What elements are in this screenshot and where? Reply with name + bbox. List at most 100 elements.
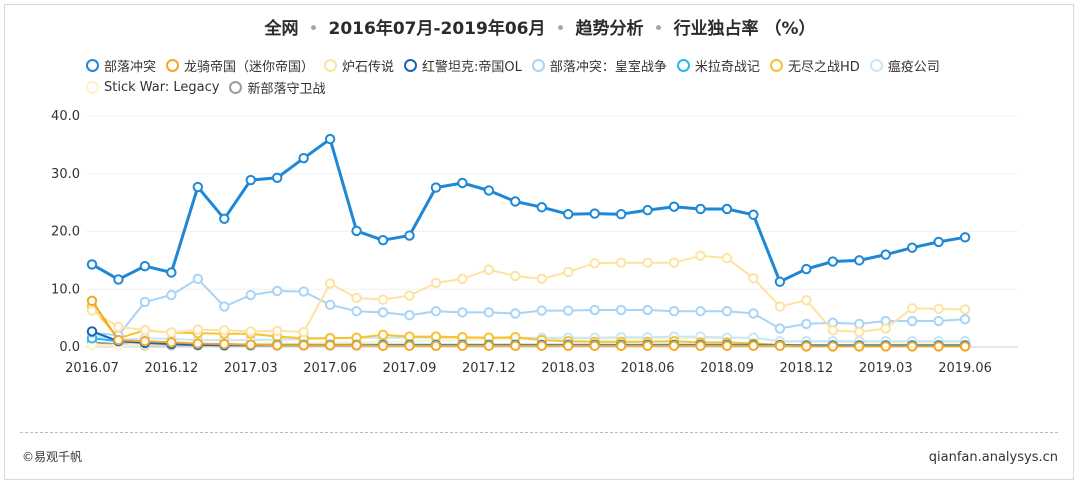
- data-point: [510, 196, 521, 207]
- data-point: [272, 340, 283, 351]
- data-point: [906, 303, 918, 314]
- data-point: [721, 340, 733, 352]
- chart-title: 全网 • 2016年07月-2019年06月 • 趋势分析 • 行业独占率 （%）: [0, 14, 1080, 39]
- legend-item[interactable]: 部落冲突：皇室战争: [531, 56, 667, 75]
- data-point: [192, 181, 204, 193]
- data-point: [642, 304, 653, 316]
- data-point: [166, 289, 177, 301]
- data-point: [86, 259, 98, 270]
- legend-label: 部落冲突：皇室战争: [549, 59, 667, 75]
- series-line: [91, 137, 966, 284]
- data-point: [695, 203, 706, 215]
- data-point: [510, 308, 521, 319]
- data-point: [933, 341, 944, 352]
- data-point: [933, 236, 944, 248]
- legend-label: 新部落守卫战: [247, 81, 326, 97]
- data-point: [245, 289, 256, 301]
- footer-copyright: ©易观千帆: [22, 450, 83, 464]
- data-point: [959, 314, 971, 325]
- data-point: [748, 273, 759, 284]
- data-point: [377, 340, 389, 352]
- data-point: [298, 340, 309, 351]
- data-point: [774, 301, 786, 312]
- data-point: [854, 326, 865, 338]
- legend-item[interactable]: 红警坦克:帝国OL: [404, 56, 522, 75]
- legend-item[interactable]: 炉石传说: [324, 56, 394, 75]
- legend-item[interactable]: 新部落守卫战: [229, 78, 326, 97]
- data-point: [245, 326, 256, 337]
- data-point: [192, 324, 204, 335]
- legend-circle-icon: [166, 58, 180, 72]
- series-1: [86, 295, 971, 352]
- title-separator: •: [308, 19, 319, 39]
- series-4: [86, 273, 971, 341]
- data-point: [351, 292, 362, 304]
- data-point: [668, 340, 680, 352]
- data-point: [139, 296, 151, 308]
- data-point: [801, 295, 812, 306]
- data-point: [219, 338, 230, 350]
- data-point: [219, 325, 230, 336]
- data-point: [377, 329, 389, 341]
- data-point: [324, 278, 336, 289]
- x-tick-label: 2018.12: [779, 361, 833, 376]
- data-point: [324, 299, 336, 311]
- data-point: [880, 341, 891, 352]
- data-point: [563, 305, 574, 316]
- footer-url[interactable]: qianfan.analysys.cn: [928, 450, 1058, 465]
- legend-label: 米拉奇战记: [694, 59, 760, 75]
- data-point: [483, 264, 495, 275]
- data-point: [483, 185, 495, 196]
- data-point: [351, 225, 362, 237]
- data-point: [86, 295, 98, 306]
- chart-legend: 部落冲突 龙骑帝国（迷你帝国） 炉石传说 红警坦克:帝国OL 部落冲突：皇室战争 米拉奇战…: [86, 56, 1036, 97]
- data-point: [642, 204, 653, 216]
- legend-item[interactable]: 部落冲突: [86, 56, 156, 75]
- data-point: [483, 307, 495, 318]
- data-point: [748, 308, 759, 319]
- data-point: [959, 304, 971, 315]
- series-0: [86, 133, 971, 287]
- y-tick-label: 30.0: [51, 167, 80, 182]
- legend-label: 红警坦克:帝国OL: [422, 59, 522, 75]
- legend-circle-icon: [86, 58, 99, 72]
- legend-item[interactable]: Stick War: Legacy: [86, 78, 219, 96]
- legend-item[interactable]: 米拉奇战记: [676, 56, 760, 75]
- data-point: [880, 249, 891, 260]
- data-point: [113, 274, 124, 285]
- data-point: [959, 232, 971, 243]
- title-scope: 全网: [264, 19, 299, 39]
- data-point: [563, 208, 574, 220]
- data-point: [642, 257, 653, 268]
- legend-item[interactable]: 龙骑帝国（迷你帝国）: [166, 56, 314, 75]
- data-point: [827, 325, 838, 336]
- legend-item[interactable]: 瘟疫公司: [869, 56, 940, 75]
- data-point: [906, 315, 918, 327]
- data-point: [959, 341, 971, 352]
- legend-circle-icon: [869, 58, 883, 72]
- data-point: [615, 208, 627, 220]
- data-point: [86, 326, 98, 337]
- data-point: [774, 340, 786, 352]
- x-tick-label: 2018.09: [700, 361, 754, 376]
- data-point: [536, 305, 547, 316]
- data-point: [589, 208, 600, 219]
- data-point: [615, 257, 627, 268]
- data-point: [139, 325, 151, 336]
- x-tick-label: 2016.07: [65, 361, 119, 376]
- data-point: [536, 202, 547, 213]
- data-point: [774, 276, 786, 287]
- data-point: [272, 285, 283, 297]
- data-point: [457, 177, 468, 189]
- data-point: [166, 327, 177, 338]
- x-tick-label: 2019.03: [859, 361, 913, 376]
- x-tick-label: 2017.12: [462, 361, 516, 376]
- data-point: [721, 252, 733, 264]
- y-tick-label: 20.0: [51, 225, 80, 240]
- legend-item[interactable]: 无尽之战HD: [769, 56, 860, 75]
- data-point: [351, 305, 362, 317]
- y-tick-label: 40.0: [51, 109, 80, 124]
- data-point: [377, 294, 389, 305]
- y-tick-label: 0.0: [59, 340, 80, 355]
